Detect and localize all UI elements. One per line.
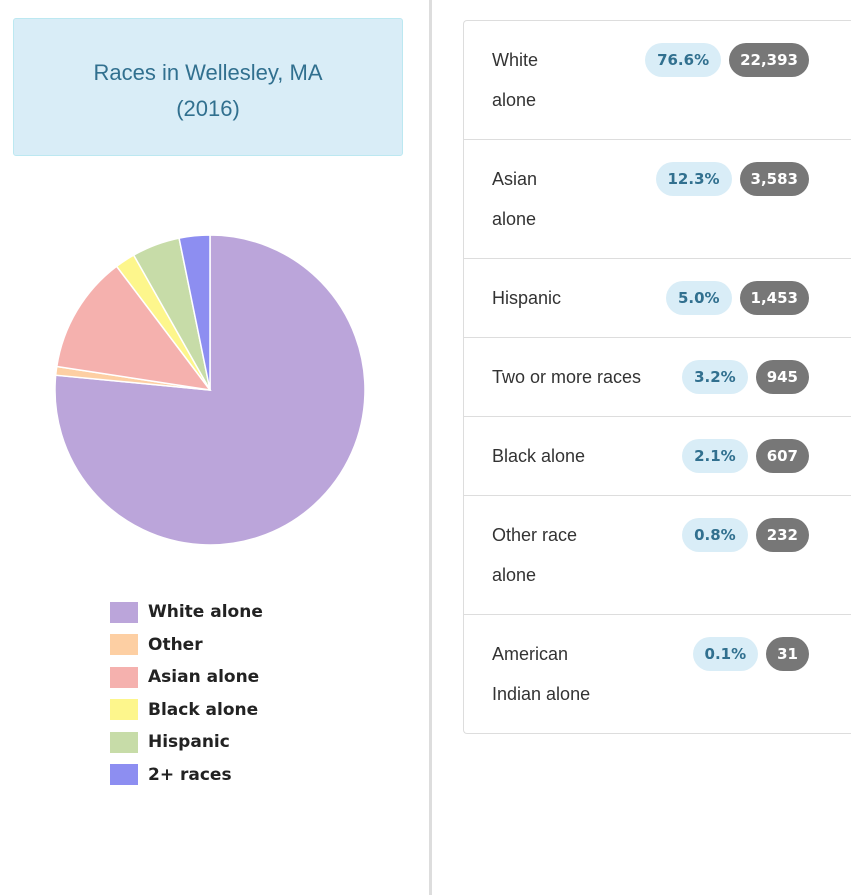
badges: 5.0% 1,453 [665, 281, 809, 315]
legend-item: 2+ races [110, 759, 263, 792]
race-label: Other race alone [492, 525, 578, 585]
list-row: Black alone 2.1% 607 [464, 416, 851, 495]
legend-item: Hispanic [110, 726, 263, 759]
percent-badge: 0.1% [692, 637, 759, 671]
legend-label: 2+ races [148, 764, 232, 785]
legend-label: Asian alone [148, 667, 260, 688]
race-label: Black alone [492, 446, 586, 466]
legend-label: Hispanic [148, 732, 230, 753]
pie-slice [55, 265, 212, 392]
race-label: Hispanic [492, 288, 562, 308]
count-badge: 31 [766, 637, 809, 671]
percent-badge: 2.1% [682, 439, 748, 473]
pie-slice [178, 234, 211, 391]
legend-label: White alone [148, 602, 263, 623]
badges: 3.2% 945 [682, 360, 809, 394]
legend-swatch [110, 764, 138, 786]
race-list: White alone 76.6% 22,393 Asian alone 12.3% 3,… [463, 20, 851, 734]
badges: 76.6% 22,393 [645, 43, 809, 77]
badges: 2.1% 607 [682, 439, 809, 473]
left-panel: Races in Wellesley, MA (2016) White alon… [13, 0, 432, 895]
legend-item: Black alone [110, 694, 263, 727]
race-label: Two or more races [492, 367, 642, 387]
legend-item: White alone [110, 596, 263, 629]
legend-label: Black alone [148, 699, 259, 720]
legend-swatch [110, 634, 138, 656]
count-badge: 22,393 [729, 43, 809, 77]
race-label: American Indian alone [492, 644, 591, 704]
legend-swatch [110, 666, 138, 688]
legend-swatch [110, 731, 138, 753]
badges: 12.3% 3,583 [655, 162, 809, 196]
legend-item: Other [110, 629, 263, 662]
list-row: Hispanic 5.0% 1,453 [464, 258, 851, 337]
legend-swatch [110, 699, 138, 721]
percent-badge: 12.3% [655, 162, 732, 196]
list-row: Two or more races 3.2% 945 [464, 337, 851, 416]
pie-chart [54, 234, 366, 546]
percent-badge: 5.0% [665, 281, 732, 315]
percent-badge: 76.6% [645, 43, 722, 77]
list-row: Other race alone 0.8% 232 [464, 495, 851, 614]
legend-item: Asian alone [110, 661, 263, 694]
list-row: White alone 76.6% 22,393 [464, 21, 851, 139]
legend-swatch [110, 601, 138, 623]
percent-badge: 0.8% [682, 518, 748, 552]
badges: 0.8% 232 [682, 518, 809, 552]
race-label: White alone [492, 50, 539, 110]
list-row: Asian alone 12.3% 3,583 [464, 139, 851, 258]
chart-title: Races in Wellesley, MA (2016) [13, 18, 403, 156]
count-badge: 1,453 [739, 281, 809, 315]
legend: White alone Other Asian alone Black alone Hi… [110, 596, 263, 791]
legend-label: Other [148, 634, 203, 655]
list-row: American Indian alone 0.1% 31 [464, 614, 851, 733]
count-badge: 232 [755, 518, 809, 552]
count-badge: 607 [755, 439, 809, 473]
count-badge: 3,583 [739, 162, 809, 196]
race-label: Asian alone [492, 169, 538, 229]
percent-badge: 3.2% [682, 360, 748, 394]
badges: 0.1% 31 [692, 637, 809, 671]
count-badge: 945 [755, 360, 809, 394]
